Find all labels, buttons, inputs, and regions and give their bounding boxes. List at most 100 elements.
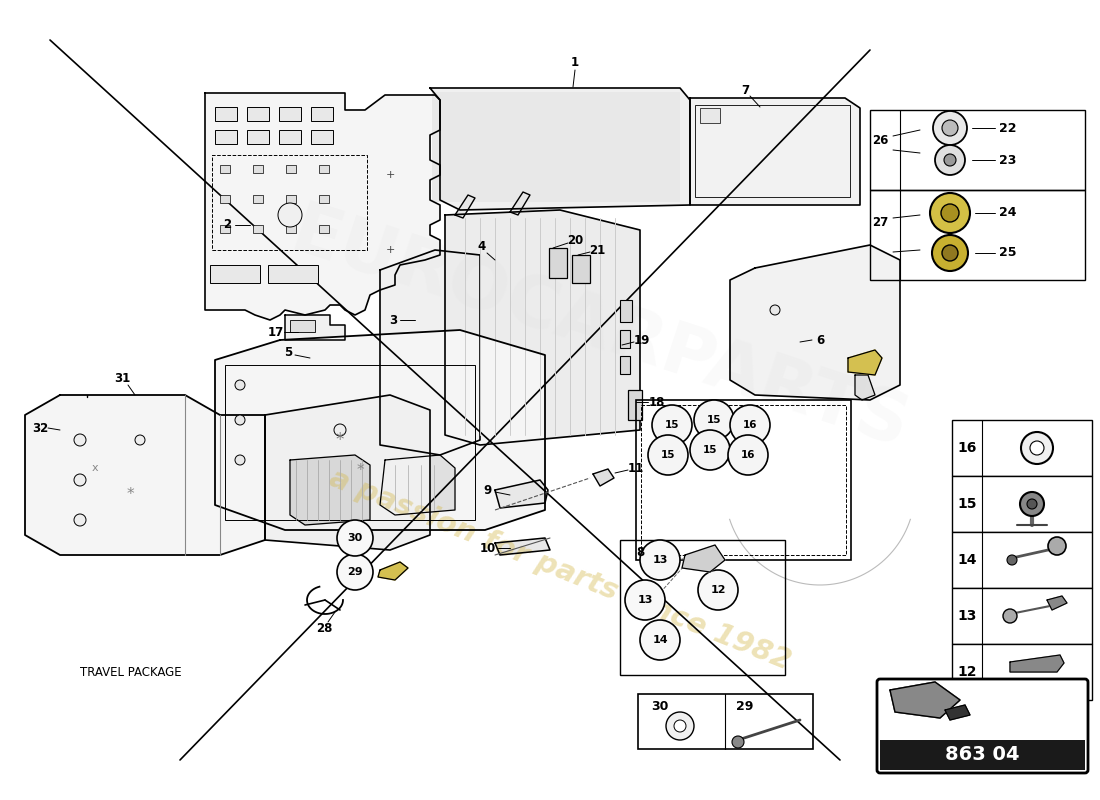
Bar [620,330,630,348]
Bar [220,165,230,173]
Circle shape [1003,609,1018,623]
Text: +: + [385,245,395,255]
Circle shape [135,435,145,445]
Bar [620,540,785,675]
Text: 12: 12 [957,665,977,679]
Bar [226,365,475,520]
Bar [214,130,236,144]
Bar [952,420,1092,476]
Circle shape [652,405,692,445]
Bar [286,225,296,233]
Text: 15: 15 [664,420,680,430]
Polygon shape [890,682,960,718]
Text: a passion for parts since 1982: a passion for parts since 1982 [324,464,795,676]
Circle shape [933,111,967,145]
Polygon shape [510,192,530,215]
Text: *: * [126,487,134,502]
Circle shape [930,193,970,233]
Text: 19: 19 [634,334,650,346]
Bar [319,225,329,233]
Bar [549,248,566,278]
Bar [279,130,301,144]
Circle shape [944,154,956,166]
Bar [210,265,260,283]
Text: 18: 18 [649,395,666,409]
Bar [870,190,1085,280]
Bar [220,195,230,203]
Text: 30: 30 [348,533,363,543]
Text: 16: 16 [742,420,757,430]
Bar [700,108,720,123]
Bar [268,265,318,283]
Polygon shape [1010,655,1064,672]
Circle shape [640,620,680,660]
Bar [638,694,813,749]
Text: 13: 13 [637,595,652,605]
Text: 24: 24 [999,206,1016,219]
Circle shape [932,235,968,271]
Bar [952,476,1092,532]
Bar [248,107,270,121]
Circle shape [1048,537,1066,555]
Bar [248,130,270,144]
Bar [432,92,680,202]
Text: *: * [336,431,344,449]
Circle shape [235,455,245,465]
Circle shape [337,520,373,556]
Polygon shape [1047,596,1067,610]
Bar [212,155,367,250]
Polygon shape [379,455,455,515]
Text: 15: 15 [957,497,977,511]
Text: 1: 1 [571,57,579,70]
Circle shape [74,474,86,486]
Bar [620,300,632,322]
Bar [253,165,263,173]
Bar [572,255,590,283]
Polygon shape [855,375,875,400]
Polygon shape [495,538,550,555]
Text: 14: 14 [957,553,977,567]
Polygon shape [890,682,960,718]
Text: EUROCARPARTS: EUROCARPARTS [283,198,917,462]
Polygon shape [379,250,480,455]
Circle shape [698,570,738,610]
Text: 6: 6 [816,334,824,346]
Text: 23: 23 [999,154,1016,166]
Polygon shape [446,210,640,445]
Circle shape [278,203,303,227]
Bar [952,532,1092,588]
Text: 29: 29 [348,567,363,577]
Circle shape [74,434,86,446]
Bar [641,405,846,555]
Circle shape [648,435,688,475]
Circle shape [728,435,768,475]
Text: 13: 13 [652,555,668,565]
Text: 5: 5 [284,346,293,359]
Circle shape [235,380,245,390]
Circle shape [625,580,666,620]
Circle shape [1020,492,1044,516]
Text: 17: 17 [268,326,284,338]
Text: 863 04: 863 04 [945,746,1020,765]
Text: 20: 20 [566,234,583,246]
Polygon shape [495,480,548,508]
Circle shape [942,245,958,261]
Polygon shape [682,545,725,572]
Circle shape [690,430,730,470]
Polygon shape [285,315,345,340]
Polygon shape [430,88,690,210]
Text: 4: 4 [477,241,486,254]
Bar [870,110,1085,190]
Bar [214,107,236,121]
Bar [311,107,333,121]
Bar [628,390,642,420]
Text: 27: 27 [872,215,888,229]
Circle shape [337,554,373,590]
Bar [636,400,851,560]
Text: 16: 16 [740,450,756,460]
FancyBboxPatch shape [877,679,1088,773]
Bar [253,195,263,203]
Circle shape [770,305,780,315]
Polygon shape [848,350,882,375]
Text: 15: 15 [703,445,717,455]
